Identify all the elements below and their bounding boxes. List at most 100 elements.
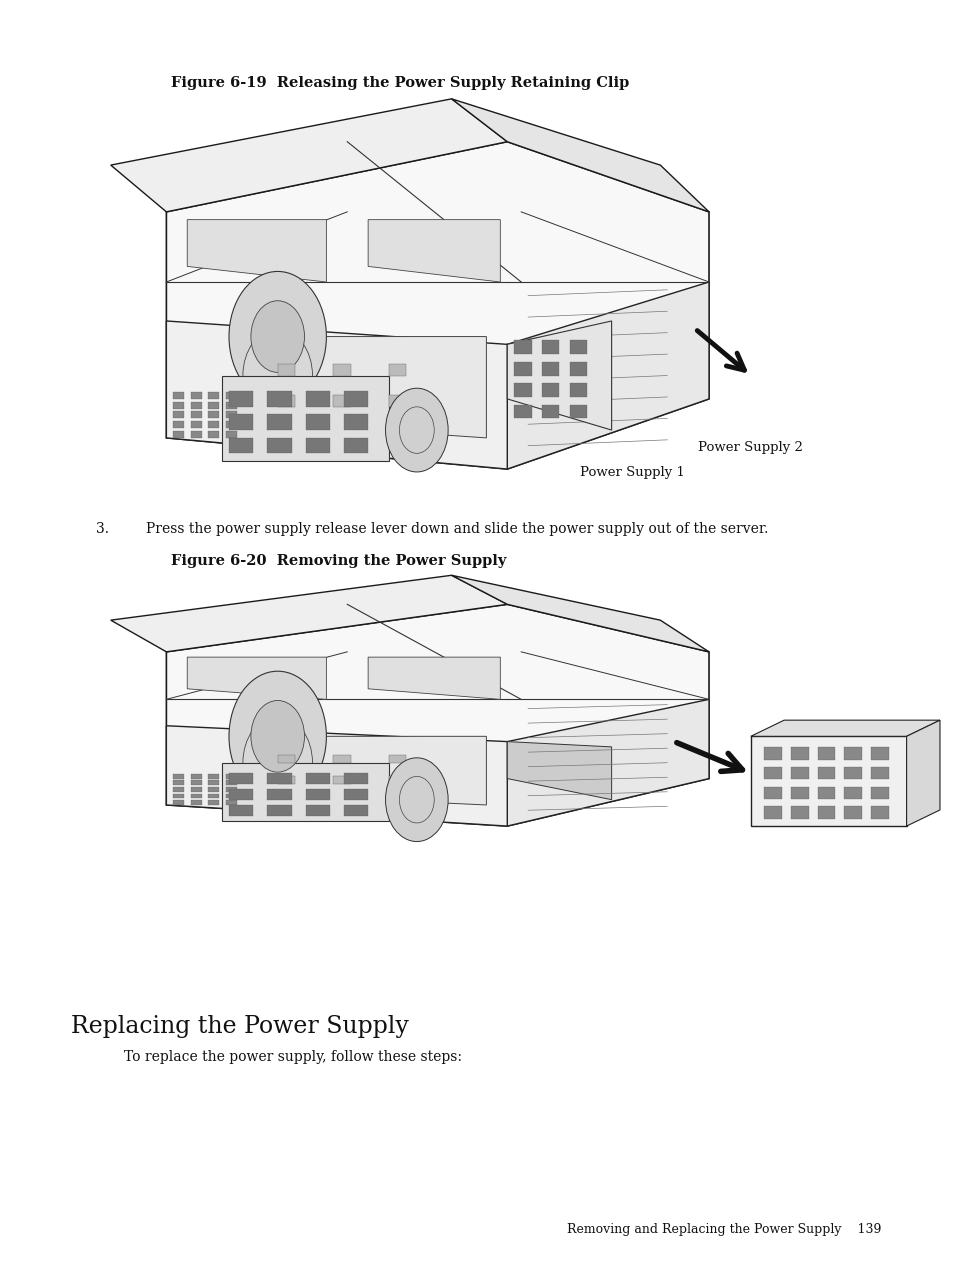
Text: To replace the power supply, follow these steps:: To replace the power supply, follow thes…: [124, 1050, 462, 1064]
Bar: [763, 787, 781, 799]
Text: 3.: 3.: [96, 522, 110, 536]
Bar: [389, 395, 406, 407]
Circle shape: [229, 272, 326, 402]
Bar: [173, 402, 184, 409]
Bar: [541, 404, 558, 418]
Bar: [173, 431, 184, 438]
Bar: [191, 793, 202, 798]
Text: Press the power supply release lever down and slide the power supply out of the : Press the power supply release lever dow…: [146, 522, 768, 536]
Bar: [191, 412, 202, 418]
Bar: [763, 766, 781, 779]
Bar: [277, 364, 294, 375]
Bar: [870, 787, 888, 799]
Bar: [267, 391, 292, 407]
Bar: [541, 384, 558, 397]
Bar: [277, 395, 294, 407]
Bar: [305, 391, 330, 407]
Bar: [191, 431, 202, 438]
Polygon shape: [905, 721, 939, 826]
Bar: [173, 787, 184, 792]
Bar: [191, 780, 202, 785]
Polygon shape: [111, 576, 507, 652]
Circle shape: [243, 716, 313, 810]
Text: Figure 6-20  Removing the Power Supply: Figure 6-20 Removing the Power Supply: [172, 554, 506, 568]
Text: Removing and Replacing the Power Supply    139: Removing and Replacing the Power Supply …: [566, 1224, 881, 1237]
Bar: [208, 774, 219, 779]
Bar: [333, 395, 351, 407]
Bar: [267, 414, 292, 430]
Bar: [389, 755, 406, 763]
Bar: [225, 402, 236, 409]
Bar: [870, 806, 888, 819]
Bar: [817, 747, 835, 760]
Bar: [305, 438, 330, 454]
Bar: [843, 806, 862, 819]
Bar: [191, 787, 202, 792]
Bar: [173, 412, 184, 418]
Circle shape: [251, 301, 304, 372]
Bar: [305, 789, 330, 799]
Text: Power Supply 1: Power Supply 1: [579, 465, 684, 479]
Bar: [569, 404, 587, 418]
Bar: [763, 806, 781, 819]
Bar: [173, 793, 184, 798]
Bar: [305, 414, 330, 430]
Circle shape: [243, 329, 313, 422]
Bar: [173, 391, 184, 399]
Bar: [208, 412, 219, 418]
Bar: [225, 801, 236, 805]
Bar: [790, 787, 808, 799]
Bar: [222, 375, 389, 461]
Bar: [541, 362, 558, 375]
Polygon shape: [256, 337, 486, 438]
Text: Figure 6-19  Releasing the Power Supply Retaining Clip: Figure 6-19 Releasing the Power Supply R…: [172, 76, 629, 90]
Bar: [222, 763, 389, 821]
Bar: [208, 421, 219, 428]
Bar: [229, 414, 253, 430]
Bar: [343, 789, 368, 799]
Polygon shape: [166, 141, 708, 469]
Bar: [343, 414, 368, 430]
Circle shape: [229, 671, 326, 802]
Bar: [173, 780, 184, 785]
Bar: [843, 747, 862, 760]
Bar: [870, 747, 888, 760]
Bar: [173, 774, 184, 779]
Bar: [305, 805, 330, 816]
Bar: [333, 364, 351, 375]
Polygon shape: [451, 576, 708, 652]
Bar: [514, 404, 531, 418]
Bar: [514, 362, 531, 375]
Bar: [225, 431, 236, 438]
Polygon shape: [750, 721, 939, 736]
Bar: [225, 421, 236, 428]
Bar: [817, 787, 835, 799]
Circle shape: [385, 758, 448, 841]
Bar: [389, 775, 406, 784]
Circle shape: [251, 700, 304, 773]
Bar: [267, 773, 292, 784]
Bar: [790, 747, 808, 760]
Bar: [343, 391, 368, 407]
Bar: [267, 438, 292, 454]
Bar: [208, 431, 219, 438]
Polygon shape: [166, 726, 507, 826]
Bar: [343, 805, 368, 816]
Polygon shape: [187, 657, 326, 699]
Bar: [333, 775, 351, 784]
Bar: [191, 402, 202, 409]
Polygon shape: [507, 282, 708, 469]
Bar: [191, 774, 202, 779]
Bar: [843, 766, 862, 779]
Bar: [790, 806, 808, 819]
Bar: [225, 793, 236, 798]
Bar: [225, 391, 236, 399]
Bar: [229, 391, 253, 407]
Bar: [191, 801, 202, 805]
Polygon shape: [507, 741, 611, 799]
Polygon shape: [451, 99, 708, 212]
Bar: [208, 801, 219, 805]
Bar: [305, 773, 330, 784]
Polygon shape: [256, 736, 486, 805]
Bar: [817, 766, 835, 779]
